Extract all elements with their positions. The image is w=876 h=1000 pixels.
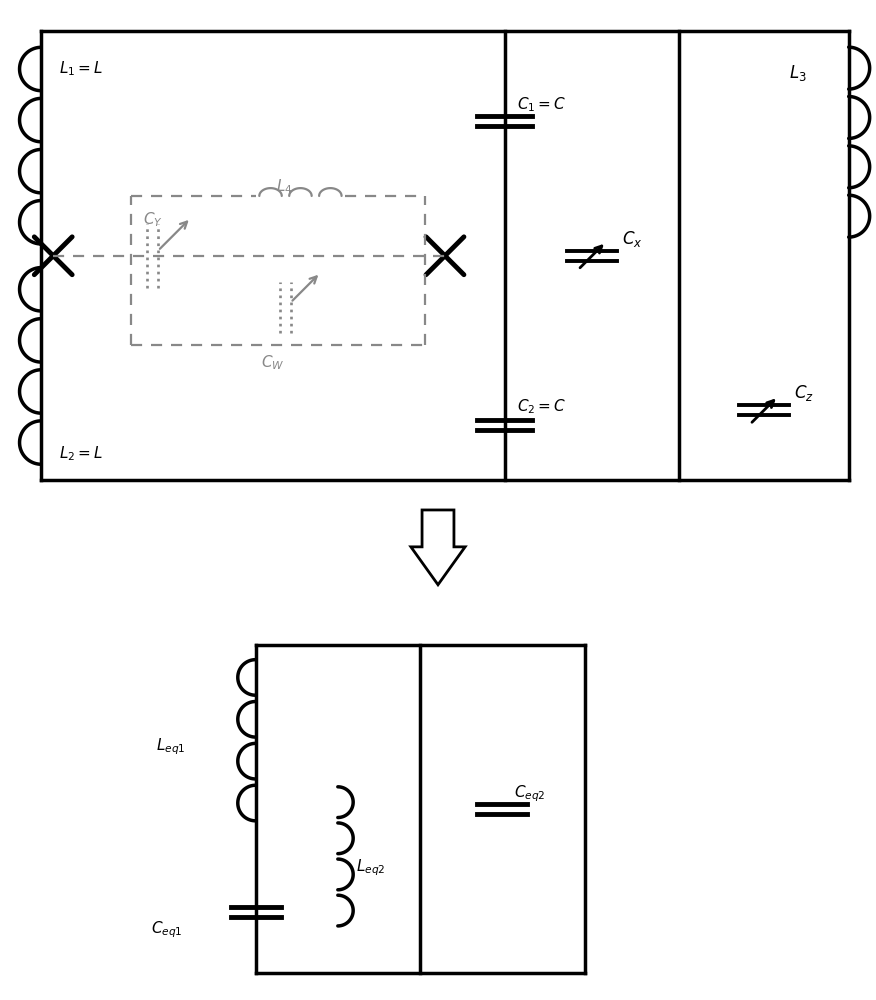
Text: $C_2=C$: $C_2=C$	[517, 397, 566, 416]
Text: $L_{eq2}$: $L_{eq2}$	[356, 857, 385, 878]
Text: $L_4$: $L_4$	[276, 177, 292, 196]
Text: $C_{eq2}$: $C_{eq2}$	[514, 783, 546, 804]
Text: $C_x$: $C_x$	[622, 229, 642, 249]
Text: $L_1=L$: $L_1=L$	[60, 59, 103, 78]
Text: $C_1=C$: $C_1=C$	[517, 95, 566, 114]
Polygon shape	[411, 510, 465, 585]
Text: $C_W$: $C_W$	[260, 353, 284, 372]
Text: $C_{eq1}$: $C_{eq1}$	[151, 920, 182, 940]
Text: $L_2=L$: $L_2=L$	[60, 444, 103, 463]
Text: $C_Y$: $C_Y$	[143, 210, 163, 229]
Text: $C_z$: $C_z$	[794, 383, 814, 403]
Text: $L_3$: $L_3$	[789, 63, 807, 83]
Text: $L_{eq1}$: $L_{eq1}$	[156, 736, 186, 757]
